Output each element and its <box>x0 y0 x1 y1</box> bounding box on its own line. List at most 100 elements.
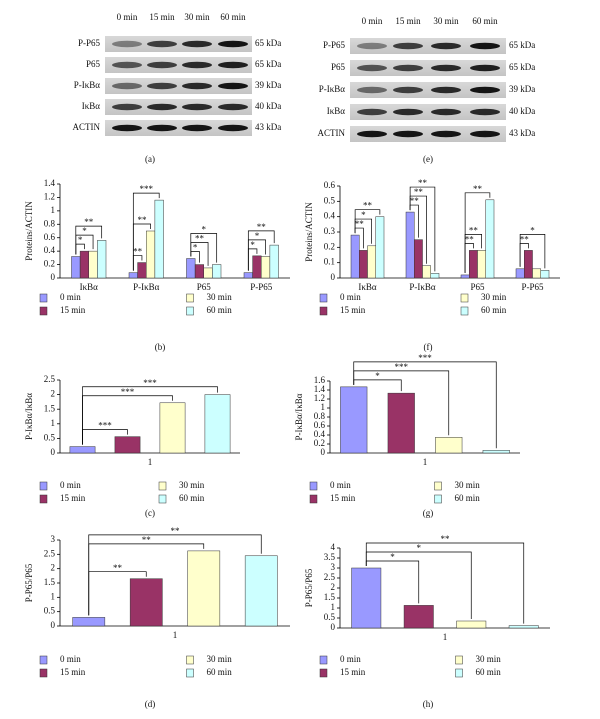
significance-label: ** <box>410 196 420 206</box>
lane-label: 60 min <box>472 16 498 26</box>
y-axis-label: P-IκBα/IκBα <box>294 393 304 440</box>
x-tick-label: 1 <box>443 632 448 642</box>
bar <box>79 250 89 279</box>
significance-label: *** <box>121 387 135 397</box>
bar <box>482 450 510 454</box>
significance-bracket <box>353 361 497 449</box>
row-label: P-P65 <box>323 40 346 50</box>
row-label: IκBα <box>82 101 101 111</box>
bar <box>212 264 222 279</box>
y-tick-label: 0 <box>51 272 56 282</box>
blot-band <box>393 108 423 116</box>
legend-label: 60 min <box>481 305 507 315</box>
y-tick-label: 1 <box>51 205 56 215</box>
bar <box>430 273 440 279</box>
legend-label: 15 min <box>330 493 356 503</box>
legend-label: 0 min <box>340 292 361 302</box>
significance-label: ** <box>137 215 147 225</box>
bar <box>129 578 163 627</box>
bar <box>405 211 415 279</box>
bar <box>508 625 539 629</box>
bar <box>269 244 279 279</box>
legend-swatch <box>39 306 48 316</box>
x-tick-label: 1 <box>173 630 178 640</box>
legend-swatch <box>186 306 194 316</box>
significance-bracket <box>82 386 218 445</box>
legend-swatch <box>39 481 48 491</box>
significance-bracket <box>519 234 546 269</box>
size-label: 40 kDa <box>509 106 535 116</box>
blot-band <box>393 42 423 50</box>
significance-label: ** <box>195 234 205 244</box>
significance-label: ** <box>418 178 428 188</box>
significance-label: *** <box>98 421 112 431</box>
significance-label: ** <box>473 184 483 194</box>
legend-label: 30 min <box>207 292 233 302</box>
legend-swatch <box>39 494 48 504</box>
legend-swatch <box>460 293 469 303</box>
bar <box>524 250 533 279</box>
blot-band <box>470 42 500 50</box>
lane-label: 30 min <box>433 16 459 26</box>
x-tick-label: 1 <box>148 457 153 467</box>
bar <box>187 550 221 627</box>
y-tick-label: 0.3 <box>324 226 336 236</box>
y-axis-label: P-P65/P65 <box>304 568 314 607</box>
significance-label: ** <box>465 234 475 244</box>
y-tick-label: 0.6 <box>44 232 56 242</box>
blot-band <box>470 64 500 72</box>
significance-label: ** <box>441 534 451 544</box>
blot-band <box>431 86 461 94</box>
x-tick-label: P65 <box>197 282 212 292</box>
bar <box>485 199 495 279</box>
bar <box>194 264 204 279</box>
blot-band <box>182 61 212 69</box>
legend-label: 60 min <box>207 667 233 677</box>
legend-swatch <box>319 668 328 678</box>
y-axis-label: Proteins/ACTIN <box>24 201 34 261</box>
row-label: IκBα <box>327 106 346 116</box>
bar <box>71 256 81 279</box>
significance-label: * <box>78 235 83 245</box>
legend-swatch <box>39 293 48 303</box>
bar <box>456 620 487 629</box>
blot-band <box>112 40 142 48</box>
significance-bracket <box>365 542 525 624</box>
legend-swatch <box>158 481 167 491</box>
significance-label: ** <box>171 526 181 536</box>
legend-label: 0 min <box>60 654 81 664</box>
significance-label: ** <box>363 201 373 211</box>
row-label: P65 <box>331 62 346 72</box>
legend-label: 15 min <box>340 305 366 315</box>
x-tick-label: IκBα <box>358 282 377 292</box>
lane-label: 0 min <box>117 12 138 22</box>
legend-swatch <box>434 481 442 491</box>
bar <box>203 267 213 279</box>
significance-bracket <box>88 534 262 616</box>
blot-strip <box>105 120 252 136</box>
y-tick-label: 0 <box>331 622 336 632</box>
panel-label: (g) <box>423 508 434 518</box>
legend-swatch <box>455 655 463 665</box>
legend-label: 0 min <box>60 292 81 302</box>
significance-label: ** <box>414 187 424 197</box>
blot-band <box>112 103 142 111</box>
y-tick-label: 2 <box>331 582 336 592</box>
row-label: P-P65 <box>78 38 101 48</box>
panel-label: (d) <box>145 699 156 709</box>
bar <box>367 245 376 279</box>
blot-band <box>112 61 142 69</box>
blot-band <box>182 40 212 48</box>
bar <box>244 555 278 627</box>
significance-label: *** <box>418 353 432 363</box>
significance-label: * <box>255 231 260 241</box>
size-label: 65 kDa <box>255 59 281 69</box>
legend-label: 0 min <box>340 654 361 664</box>
bar <box>359 250 368 279</box>
blot-band <box>147 61 177 69</box>
y-tick-label: 2 <box>51 389 56 399</box>
legend-label: 0 min <box>60 480 81 490</box>
legend-swatch <box>186 668 194 678</box>
significance-bracket <box>464 192 491 273</box>
